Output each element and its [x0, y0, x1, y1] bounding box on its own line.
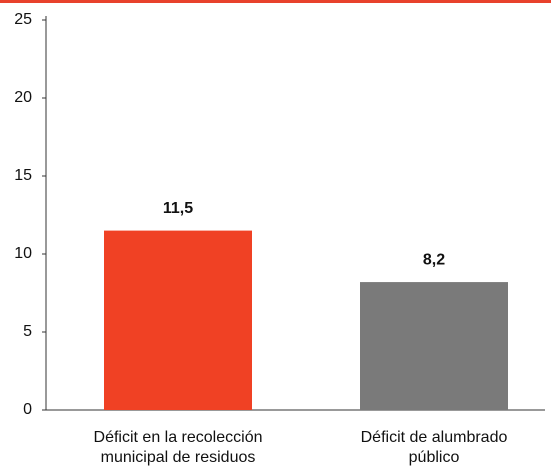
x-tick-label: Déficit en la recolección municipal de r… [93, 429, 263, 466]
data-label: 8,2 [423, 251, 445, 268]
y-tick-label: 20 [14, 89, 32, 106]
top-border [0, 0, 551, 3]
x-tick-label: Déficit de alumbrado público [360, 429, 508, 466]
y-tick-label: 0 [23, 401, 32, 418]
y-tick-label: 25 [14, 11, 32, 28]
bar [360, 282, 508, 410]
data-label: 11,5 [163, 200, 193, 217]
y-tick-label: 10 [14, 245, 32, 262]
y-tick-label: 15 [14, 167, 32, 184]
y-tick-label: 5 [23, 323, 32, 340]
bar [104, 230, 252, 410]
